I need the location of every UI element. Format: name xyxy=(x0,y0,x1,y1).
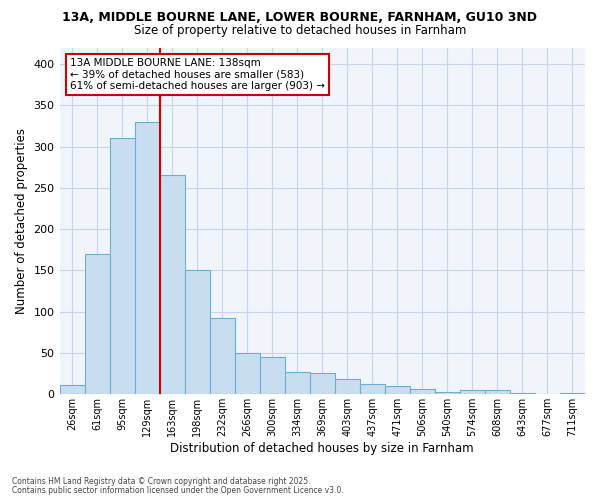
Bar xyxy=(410,388,435,394)
Bar xyxy=(310,373,335,394)
Bar xyxy=(260,357,285,395)
Bar xyxy=(185,270,209,394)
Bar xyxy=(209,318,235,394)
Text: 13A, MIDDLE BOURNE LANE, LOWER BOURNE, FARNHAM, GU10 3ND: 13A, MIDDLE BOURNE LANE, LOWER BOURNE, F… xyxy=(62,11,538,24)
Bar xyxy=(110,138,134,394)
Text: Contains HM Land Registry data © Crown copyright and database right 2025.: Contains HM Land Registry data © Crown c… xyxy=(12,477,311,486)
Y-axis label: Number of detached properties: Number of detached properties xyxy=(15,128,28,314)
Bar xyxy=(560,392,585,394)
X-axis label: Distribution of detached houses by size in Farnham: Distribution of detached houses by size … xyxy=(170,442,474,455)
Bar xyxy=(134,122,160,394)
Bar xyxy=(285,372,310,394)
Bar xyxy=(335,378,360,394)
Bar xyxy=(235,353,260,395)
Bar xyxy=(485,390,510,394)
Bar xyxy=(59,385,85,394)
Text: Contains public sector information licensed under the Open Government Licence v3: Contains public sector information licen… xyxy=(12,486,344,495)
Bar xyxy=(85,254,110,394)
Bar xyxy=(360,384,385,394)
Bar xyxy=(385,386,410,394)
Text: Size of property relative to detached houses in Farnham: Size of property relative to detached ho… xyxy=(134,24,466,37)
Text: 13A MIDDLE BOURNE LANE: 138sqm
← 39% of detached houses are smaller (583)
61% of: 13A MIDDLE BOURNE LANE: 138sqm ← 39% of … xyxy=(70,58,325,91)
Bar xyxy=(460,390,485,394)
Bar xyxy=(435,392,460,394)
Bar xyxy=(160,176,185,394)
